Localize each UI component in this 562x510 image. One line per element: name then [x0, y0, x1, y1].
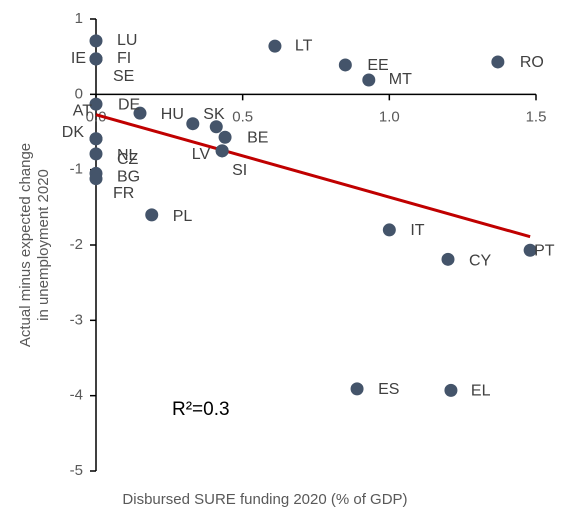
point-label: PL [173, 208, 193, 225]
point [89, 132, 103, 146]
point [89, 97, 103, 111]
point-label: NL [117, 147, 138, 164]
point [362, 73, 376, 87]
point-label: PT [534, 242, 555, 259]
point-label: SI [232, 162, 247, 179]
point [209, 120, 223, 134]
x-axis-label: Disbursed SURE funding 2020 (% of GDP) [122, 491, 407, 508]
point [218, 130, 232, 144]
y-tick-label: -4 [70, 387, 83, 404]
x-tick-label: 1.0 [379, 108, 400, 125]
point-label: RO [520, 54, 544, 71]
point [382, 223, 396, 237]
point-label: CZ [117, 151, 139, 168]
y-axis-label: Actual minus expected change [17, 143, 34, 347]
point-label: IE [71, 50, 86, 67]
point-label: EL [471, 383, 491, 400]
y-tick-label: 0 [75, 85, 83, 102]
point [441, 252, 455, 266]
point-label: FI [117, 50, 131, 67]
point [145, 208, 159, 222]
point-label: SK [203, 106, 225, 123]
point-label: IT [410, 222, 424, 239]
point-label: LU [117, 32, 137, 49]
point [133, 106, 147, 120]
x-tick-label: 0.0 [86, 108, 107, 125]
point [268, 39, 282, 53]
point [338, 58, 352, 72]
y-tick-label: -2 [70, 236, 83, 253]
point-label: LV [192, 146, 211, 163]
point-label: BE [247, 129, 268, 146]
point-label: BG [117, 169, 140, 186]
point-label: ES [378, 381, 399, 398]
annotation: R²=0.3 [172, 399, 230, 420]
point-label: MT [389, 71, 412, 88]
point [89, 172, 103, 186]
point [186, 117, 200, 131]
point-label: LT [295, 37, 313, 54]
point-label: AT [73, 102, 92, 119]
point-label: SE [113, 68, 134, 85]
y-axis-label: in unemployment 2020 [35, 169, 52, 321]
point-label: DK [62, 124, 85, 141]
y-tick-label: 1 [75, 10, 83, 27]
point-label: CY [469, 253, 492, 270]
x-tick-label: 0.5 [232, 108, 253, 125]
trendline [95, 113, 531, 239]
point-label: DE [118, 96, 140, 113]
y-tick-label: -1 [70, 161, 83, 178]
point [444, 383, 458, 397]
point [89, 147, 103, 161]
point [89, 34, 103, 48]
point-label: EE [367, 57, 388, 74]
y-tick-label: -3 [70, 311, 83, 328]
point-label: FR [113, 185, 134, 202]
point [215, 144, 229, 158]
point-label: HU [161, 106, 184, 123]
point [89, 52, 103, 66]
point [491, 55, 505, 69]
y-tick-label: -5 [70, 462, 83, 479]
point [523, 243, 537, 257]
point [350, 382, 364, 396]
x-tick-label: 1.5 [526, 108, 547, 125]
